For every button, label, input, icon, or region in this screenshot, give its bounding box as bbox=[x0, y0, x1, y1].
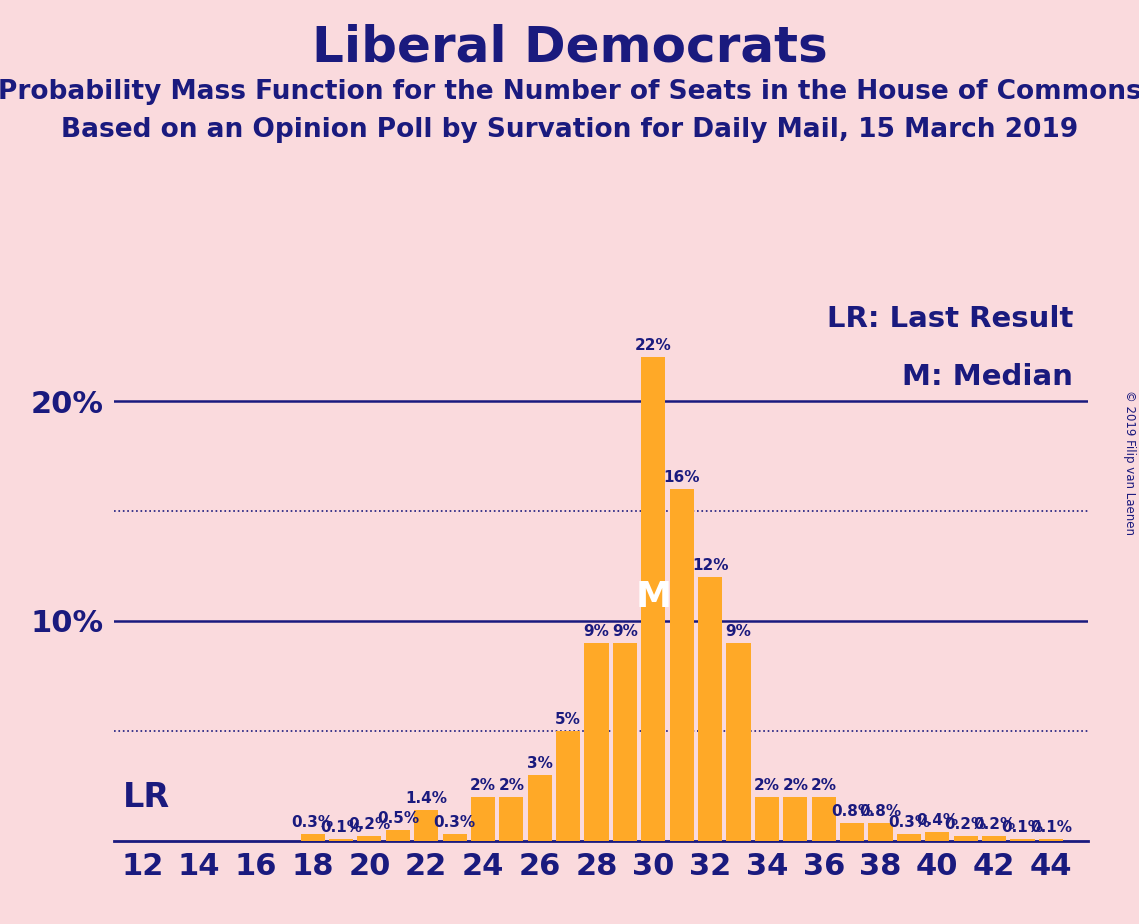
Text: 0.3%: 0.3% bbox=[292, 815, 334, 831]
Text: 0.2%: 0.2% bbox=[349, 818, 391, 833]
Text: 16%: 16% bbox=[664, 470, 700, 485]
Bar bbox=[386, 830, 410, 841]
Text: Liberal Democrats: Liberal Democrats bbox=[312, 23, 827, 71]
Text: LR: Last Result: LR: Last Result bbox=[827, 305, 1073, 333]
Bar bbox=[755, 796, 779, 841]
Text: 1.4%: 1.4% bbox=[405, 791, 448, 806]
Text: 9%: 9% bbox=[726, 624, 752, 639]
Bar bbox=[358, 836, 382, 841]
Text: 0.8%: 0.8% bbox=[860, 804, 902, 820]
Text: 2%: 2% bbox=[782, 778, 809, 793]
Text: 9%: 9% bbox=[583, 624, 609, 639]
Text: 0.8%: 0.8% bbox=[831, 804, 874, 820]
Text: 2%: 2% bbox=[811, 778, 837, 793]
Text: 0.1%: 0.1% bbox=[320, 820, 362, 834]
Text: 0.1%: 0.1% bbox=[1030, 820, 1072, 834]
Text: 2%: 2% bbox=[754, 778, 780, 793]
Text: LR: LR bbox=[122, 782, 170, 814]
Bar bbox=[896, 834, 921, 841]
Bar bbox=[556, 731, 580, 841]
Bar bbox=[499, 796, 524, 841]
Bar bbox=[925, 832, 949, 841]
Bar bbox=[812, 796, 836, 841]
Bar bbox=[470, 796, 495, 841]
Text: 12%: 12% bbox=[691, 558, 728, 573]
Text: 3%: 3% bbox=[527, 756, 552, 771]
Bar bbox=[670, 489, 694, 841]
Bar bbox=[527, 775, 552, 841]
Bar bbox=[841, 823, 865, 841]
Text: 9%: 9% bbox=[612, 624, 638, 639]
Text: 0.3%: 0.3% bbox=[887, 815, 929, 831]
Text: 0.2%: 0.2% bbox=[944, 818, 986, 833]
Bar bbox=[868, 823, 893, 841]
Text: 0.5%: 0.5% bbox=[377, 811, 419, 826]
Text: Probability Mass Function for the Number of Seats in the House of Commons: Probability Mass Function for the Number… bbox=[0, 79, 1139, 104]
Text: 0.4%: 0.4% bbox=[916, 813, 958, 828]
Bar bbox=[584, 643, 608, 841]
Bar bbox=[415, 810, 439, 841]
Bar bbox=[613, 643, 637, 841]
Bar bbox=[953, 836, 977, 841]
Bar bbox=[641, 357, 665, 841]
Text: 22%: 22% bbox=[634, 338, 672, 353]
Bar bbox=[698, 577, 722, 841]
Text: © 2019 Filip van Laenen: © 2019 Filip van Laenen bbox=[1123, 390, 1137, 534]
Text: M: M bbox=[636, 580, 671, 614]
Bar bbox=[301, 834, 325, 841]
Text: 2%: 2% bbox=[499, 778, 524, 793]
Bar bbox=[982, 836, 1006, 841]
Bar bbox=[329, 839, 353, 841]
Bar bbox=[727, 643, 751, 841]
Text: 5%: 5% bbox=[555, 711, 581, 727]
Bar bbox=[784, 796, 808, 841]
Text: 2%: 2% bbox=[470, 778, 495, 793]
Text: M: Median: M: Median bbox=[902, 362, 1073, 391]
Text: Based on an Opinion Poll by Survation for Daily Mail, 15 March 2019: Based on an Opinion Poll by Survation fo… bbox=[60, 117, 1079, 143]
Bar bbox=[1039, 839, 1063, 841]
Bar bbox=[1010, 839, 1034, 841]
Text: 0.3%: 0.3% bbox=[434, 815, 476, 831]
Text: 0.1%: 0.1% bbox=[1001, 820, 1043, 834]
Text: 0.2%: 0.2% bbox=[973, 818, 1015, 833]
Bar bbox=[443, 834, 467, 841]
